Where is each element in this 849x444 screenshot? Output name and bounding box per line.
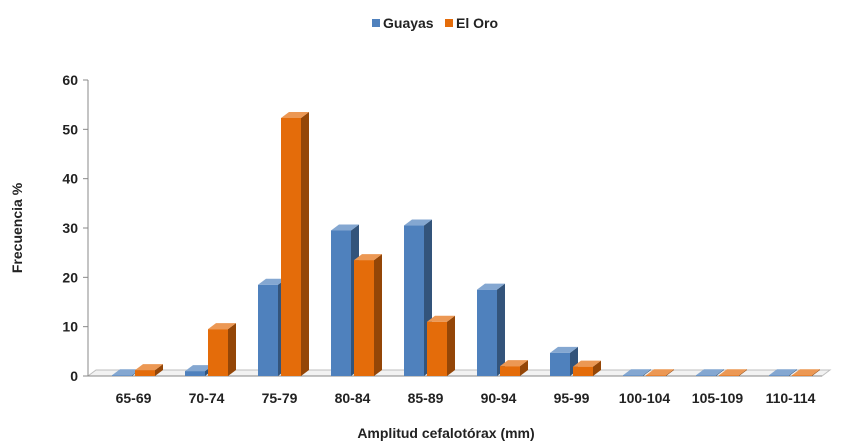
bar-el-oro-80-84: [354, 254, 382, 376]
bar-el-oro-70-74: [208, 323, 236, 376]
bar-side: [301, 111, 309, 376]
bar-top: [208, 323, 236, 330]
bar-top: [404, 219, 432, 226]
y-tick-label: 0: [70, 368, 78, 384]
bar-top: [258, 278, 286, 285]
bar-front: [550, 352, 570, 376]
legend-swatch-1: [445, 19, 453, 27]
bar-top: [623, 369, 651, 376]
bar-side: [228, 323, 236, 376]
bar-top: [112, 369, 140, 376]
x-tick-label: 85-89: [408, 390, 444, 406]
legend-swatch-0: [372, 19, 380, 27]
bar-front: [208, 329, 228, 376]
bar-front: [623, 375, 643, 376]
bar-el-oro-65-69: [135, 364, 163, 376]
bar-side: [739, 369, 747, 376]
bar-el-oro-100-104: [646, 369, 674, 376]
bar-el-oro-90-94: [500, 360, 528, 376]
bar-front: [573, 366, 593, 376]
bar-guayas-105-109: [696, 369, 724, 376]
bar-top: [573, 360, 601, 367]
bar-top: [550, 346, 578, 353]
bar-guayas-90-94: [477, 283, 505, 376]
bar-top: [769, 369, 797, 376]
x-tick-label: 70-74: [189, 390, 225, 406]
bar-side: [643, 369, 651, 376]
bar-top: [477, 283, 505, 290]
x-tick-label: 110-114: [766, 390, 816, 406]
bar-front: [185, 371, 205, 376]
bar-el-oro-95-99: [573, 360, 601, 376]
legend-label-0: Guayas: [383, 15, 434, 31]
y-tick-label: 20: [62, 269, 78, 285]
bars: [112, 111, 820, 376]
bar-front: [792, 375, 812, 376]
bar-side: [716, 369, 724, 376]
x-tick-label: 80-84: [335, 390, 371, 406]
y-axis-title: Frecuencia %: [9, 182, 25, 273]
bar-guayas-100-104: [623, 369, 651, 376]
x-tick-label: 105-109: [692, 390, 744, 406]
bar-side: [593, 360, 601, 376]
bar-top: [792, 369, 820, 376]
bar-side: [666, 369, 674, 376]
bar-front: [112, 375, 132, 376]
bar-front: [646, 375, 666, 376]
x-tick-label: 65-69: [116, 390, 152, 406]
bar-front: [696, 375, 716, 376]
bar-front: [354, 260, 374, 376]
bar-el-oro-110-114: [792, 369, 820, 376]
legend: Guayas El Oro: [372, 15, 498, 31]
y-tick-label: 30: [62, 220, 78, 236]
x-tick-label: 90-94: [481, 390, 517, 406]
bar-side: [789, 369, 797, 376]
bar-front: [500, 366, 520, 376]
bar-side: [520, 360, 528, 376]
bar-top: [185, 365, 213, 372]
bar-guayas-110-114: [769, 369, 797, 376]
bar-top: [135, 364, 163, 371]
x-tick-label: 100-104: [619, 390, 671, 406]
x-tick-label: 95-99: [554, 390, 590, 406]
bar-top: [500, 360, 528, 367]
bar-side: [812, 369, 820, 376]
bar-guayas-95-99: [550, 346, 578, 376]
bar-top: [427, 315, 455, 322]
bar-front: [135, 370, 155, 376]
x-axis-title: Amplitud cefalotórax (mm): [357, 425, 534, 441]
legend-label-1: El Oro: [456, 15, 498, 31]
y-tick-label: 40: [62, 171, 78, 187]
bar-front: [331, 230, 351, 376]
y-tick-label: 50: [62, 121, 78, 137]
bar-front: [477, 289, 497, 376]
bar-front: [719, 375, 739, 376]
y-tick-label: 60: [62, 72, 78, 88]
bar-top: [354, 254, 382, 261]
bar-el-oro-75-79: [281, 111, 309, 376]
bar-side: [447, 315, 455, 376]
bar-front: [281, 117, 301, 376]
bar-front: [427, 321, 447, 376]
bar-top: [281, 111, 309, 118]
bar-side: [155, 364, 163, 376]
labels: 0 10 20 30 40 50 60 65-69 70-74 75-79 80-84 85-89 90…: [62, 72, 815, 406]
bar-el-oro-105-109: [719, 369, 747, 376]
bar-el-oro-85-89: [427, 315, 455, 376]
bar-front: [769, 375, 789, 376]
y-tick-label: 10: [62, 319, 78, 335]
bar-front: [258, 284, 278, 376]
bar-top: [331, 224, 359, 231]
bar-top: [646, 369, 674, 376]
bar-front: [404, 225, 424, 376]
bar-side: [497, 283, 505, 376]
x-tick-label: 75-79: [262, 390, 298, 406]
bar-top: [696, 369, 724, 376]
bar-side: [374, 254, 382, 376]
bar-top: [719, 369, 747, 376]
